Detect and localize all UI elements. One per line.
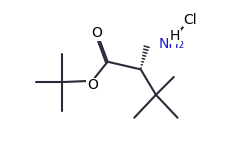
Text: NH₂: NH₂ bbox=[158, 37, 185, 51]
Text: H: H bbox=[170, 29, 180, 43]
Text: Cl: Cl bbox=[183, 13, 197, 27]
Text: O: O bbox=[87, 78, 98, 92]
Text: O: O bbox=[91, 26, 102, 40]
